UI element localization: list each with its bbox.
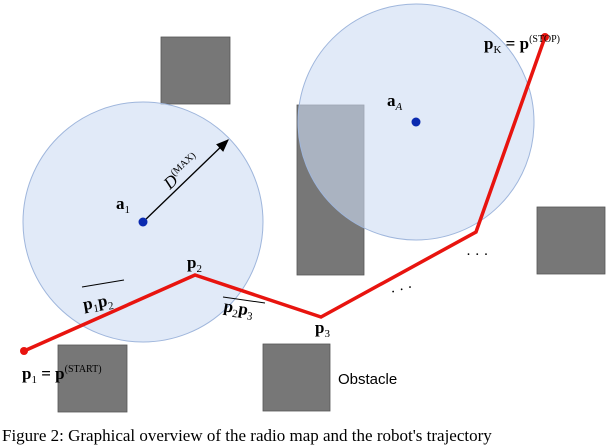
anchor xyxy=(411,117,421,127)
label-part: p xyxy=(237,299,250,319)
caption: Figure 2: Graphical overview of the radi… xyxy=(2,426,492,445)
pk-label: pK = p(STOP) xyxy=(484,34,560,56)
waypoint xyxy=(20,347,28,355)
label-part: 3 xyxy=(324,328,330,340)
label-part: 3 xyxy=(246,310,254,323)
anchor xyxy=(138,217,148,227)
label-part: p xyxy=(187,253,196,272)
label-part: p xyxy=(315,318,324,337)
label-part: 1 xyxy=(31,374,37,386)
segment-label: p2p3 xyxy=(222,296,256,323)
dmax-arrow xyxy=(142,139,229,223)
label-part: a xyxy=(116,194,125,213)
aa-label: aA xyxy=(387,91,403,113)
p2-label: p2 xyxy=(187,253,202,275)
label-part: a xyxy=(387,91,396,110)
label-part: 2 xyxy=(196,263,202,275)
label-part: p xyxy=(22,364,31,383)
p3-label: p3 xyxy=(315,318,330,340)
label-part: 2 xyxy=(231,308,239,321)
obstacle xyxy=(262,343,331,412)
label-part: p xyxy=(81,294,94,314)
label-part: p xyxy=(96,291,109,311)
obstacle xyxy=(57,344,128,413)
overline xyxy=(81,279,125,288)
label-part: K xyxy=(493,44,501,56)
label-part: p xyxy=(222,296,235,316)
segment-label: p1p2 xyxy=(81,290,114,317)
a1-label: a1 xyxy=(116,194,130,216)
overline xyxy=(222,296,266,304)
label-part: 1 xyxy=(125,204,131,216)
waypoint xyxy=(541,33,549,41)
label-part: = p xyxy=(501,34,529,53)
label-part: A xyxy=(395,101,403,113)
label-part: 2 xyxy=(107,300,115,313)
label-part: = p xyxy=(37,364,65,383)
label-part: 1 xyxy=(92,302,100,315)
obstacle-label: Obstacle xyxy=(338,371,397,388)
ellipsis: · · · xyxy=(389,280,415,301)
obstacle xyxy=(536,206,606,275)
obstacle xyxy=(160,36,231,105)
label-part: (STOP) xyxy=(529,34,560,45)
label-part: p xyxy=(484,34,493,53)
label-part: (START) xyxy=(65,364,102,375)
ellipsis: · · · xyxy=(466,247,489,263)
path xyxy=(23,36,547,353)
p1-label: p1 = p(START) xyxy=(22,364,102,386)
